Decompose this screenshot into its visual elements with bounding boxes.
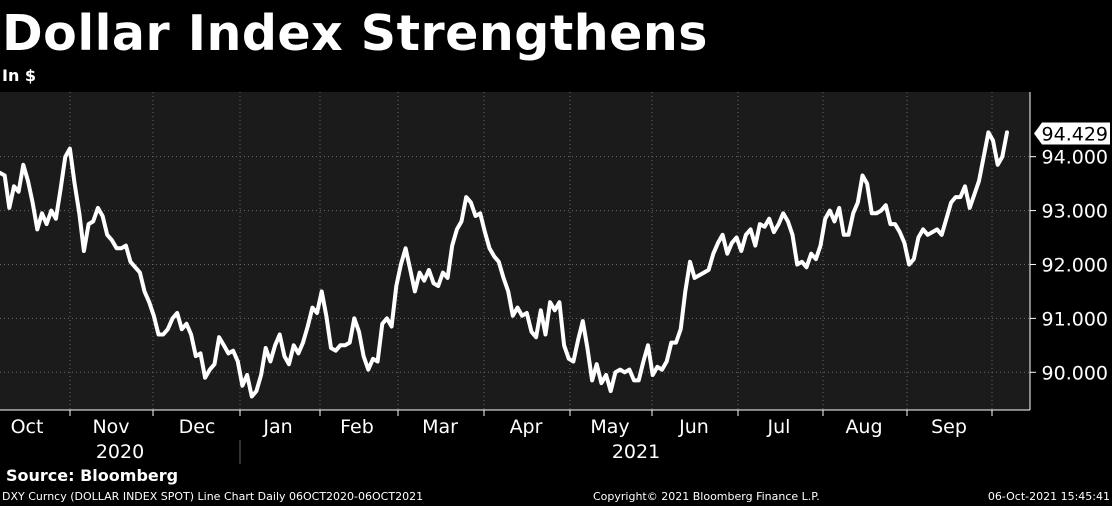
- y-tick-label: 93.000: [1042, 201, 1108, 223]
- chart-subtitle: In $: [2, 66, 37, 85]
- x-tick-label: Dec: [179, 416, 216, 438]
- footer-bar: DXY Curncy (DOLLAR INDEX SPOT) Line Char…: [0, 488, 1112, 506]
- y-tick-label: 91.000: [1042, 308, 1108, 330]
- last-value-label: 94.429: [1042, 124, 1108, 146]
- x-tick-label: Apr: [510, 416, 543, 438]
- footer-copyright: Copyright© 2021 Bloomberg Finance L.P.: [593, 490, 820, 503]
- chart-canvas: 90.000 91.000 92.000 93.000 94.000 Oct Nov Dec J…: [0, 92, 1110, 464]
- x-year-label: 2021: [612, 441, 660, 463]
- x-tick-label: May: [590, 416, 629, 438]
- x-tick-label: Nov: [92, 416, 129, 438]
- x-tick-label: Aug: [845, 416, 882, 438]
- source-label: Source: Bloomberg: [6, 466, 179, 485]
- chart-title: Dollar Index Strengthens: [2, 5, 708, 62]
- x-tick-label: Mar: [422, 416, 458, 438]
- footer-timestamp: 06-Oct-2021 15:45:41: [987, 490, 1110, 503]
- x-tick-label: Jan: [262, 416, 292, 438]
- x-tick-label: Jul: [767, 416, 791, 438]
- plot-area: [0, 92, 1030, 410]
- last-value-badge: [1034, 122, 1110, 145]
- y-tick-label: 90.000: [1042, 362, 1108, 384]
- y-tick-label: 94.000: [1042, 147, 1108, 169]
- footer-description: DXY Curncy (DOLLAR INDEX SPOT) Line Char…: [2, 490, 424, 503]
- x-tick-label: Feb: [340, 416, 374, 438]
- x-tick-label: Sep: [931, 416, 967, 438]
- x-year-label: 2020: [96, 441, 144, 463]
- series-line: [0, 130, 1009, 399]
- x-tick-label: Oct: [11, 416, 44, 438]
- x-tick-label: Jun: [678, 416, 709, 438]
- y-tick-label: 92.000: [1042, 254, 1108, 276]
